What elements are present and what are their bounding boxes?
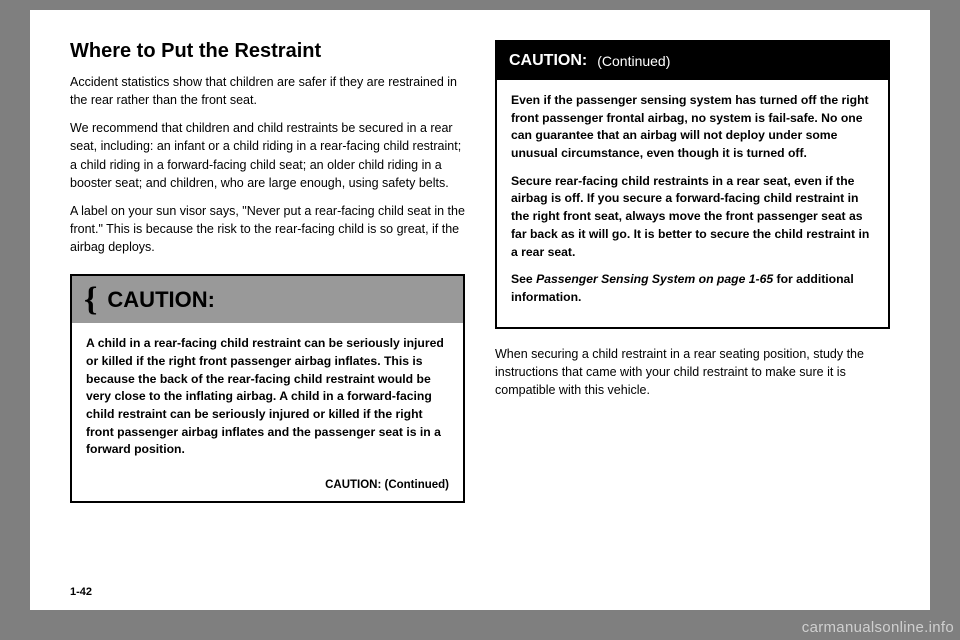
caution-header-continued: CAUTION: (Continued) [497,42,888,80]
caution-title: CAUTION: [107,287,215,313]
caution-continued-label: (Continued) [597,53,670,69]
caution-title: CAUTION: [509,52,587,70]
manual-page: Where to Put the Restraint Accident stat… [30,10,930,610]
caution-brace-icon: { [84,286,97,313]
caution-body: A child in a rear-facing child restraint… [72,323,463,479]
columns: Where to Put the Restraint Accident stat… [70,40,890,503]
caution-see-also: See Passenger Sensing System on page 1-6… [511,271,874,306]
left-column: Where to Put the Restraint Accident stat… [70,40,465,503]
caution-text: Even if the passenger sensing system has… [511,92,874,163]
caution-text: A child in a rear-facing child restraint… [86,335,449,459]
paragraph: We recommend that children and child res… [70,119,465,192]
cross-reference: Passenger Sensing System on page 1-65 [536,272,773,286]
paragraph: A label on your sun visor says, "Never p… [70,202,465,256]
caution-box: { CAUTION: A child in a rear-facing chil… [70,274,465,503]
page-number: 1-42 [70,586,92,598]
text-prefix: See [511,272,536,286]
watermark: carmanualsonline.info [802,619,954,636]
caution-header: { CAUTION: [72,276,463,323]
paragraph: Accident statistics show that children a… [70,73,465,109]
section-heading: Where to Put the Restraint [70,40,465,63]
right-column: CAUTION: (Continued) Even if the passeng… [495,40,890,503]
caution-text: Secure rear-facing child restraints in a… [511,173,874,261]
caution-box-continued: CAUTION: (Continued) Even if the passeng… [495,40,890,329]
caution-continued-footer: CAUTION: (Continued) [72,479,463,501]
paragraph: When securing a child restraint in a rea… [495,345,890,399]
caution-body: Even if the passenger sensing system has… [497,80,888,327]
